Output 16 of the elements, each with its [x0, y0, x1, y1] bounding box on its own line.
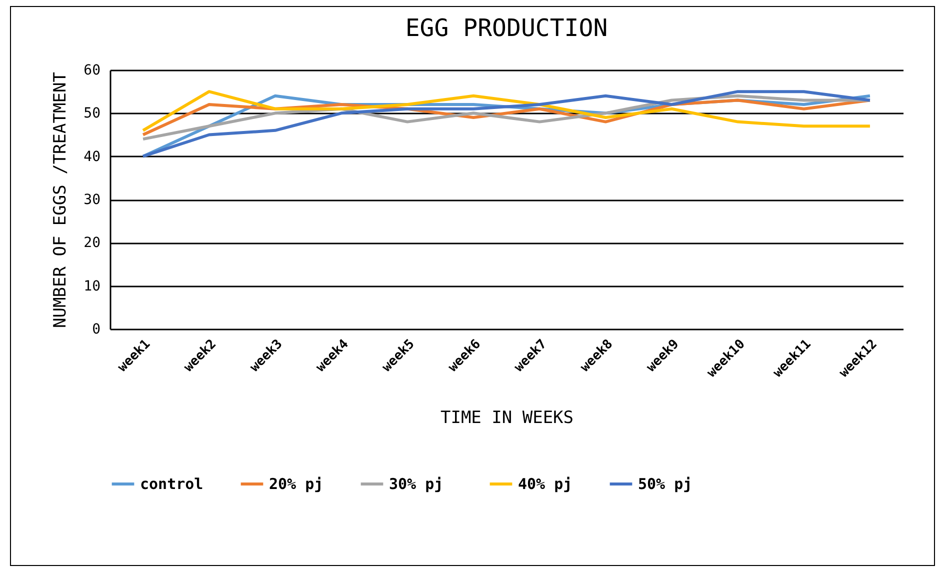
x-axis-title: TIME IN WEEKS: [440, 408, 574, 428]
legend-label: 40% pj: [518, 475, 572, 493]
legend-label: 50% pj: [638, 475, 692, 493]
chart-title: EGG PRODUCTION: [405, 14, 608, 42]
legend-label: control: [140, 475, 204, 493]
legend-label: 30% pj: [389, 475, 444, 493]
y-tick-label: 10: [84, 278, 100, 294]
y-tick-label: 30: [84, 192, 100, 208]
y-tick-label: 60: [84, 62, 100, 78]
line-series: [142, 90, 872, 132]
legend-label: 20% pj: [269, 475, 324, 493]
y-tick-label: 50: [84, 106, 100, 122]
y-tick-label: 20: [84, 235, 100, 252]
y-tick-label: 0: [92, 322, 100, 338]
y-axis-title: NUMBER OF EGGS /TREATMENT: [50, 72, 71, 328]
y-tick-label: 40: [84, 148, 100, 165]
